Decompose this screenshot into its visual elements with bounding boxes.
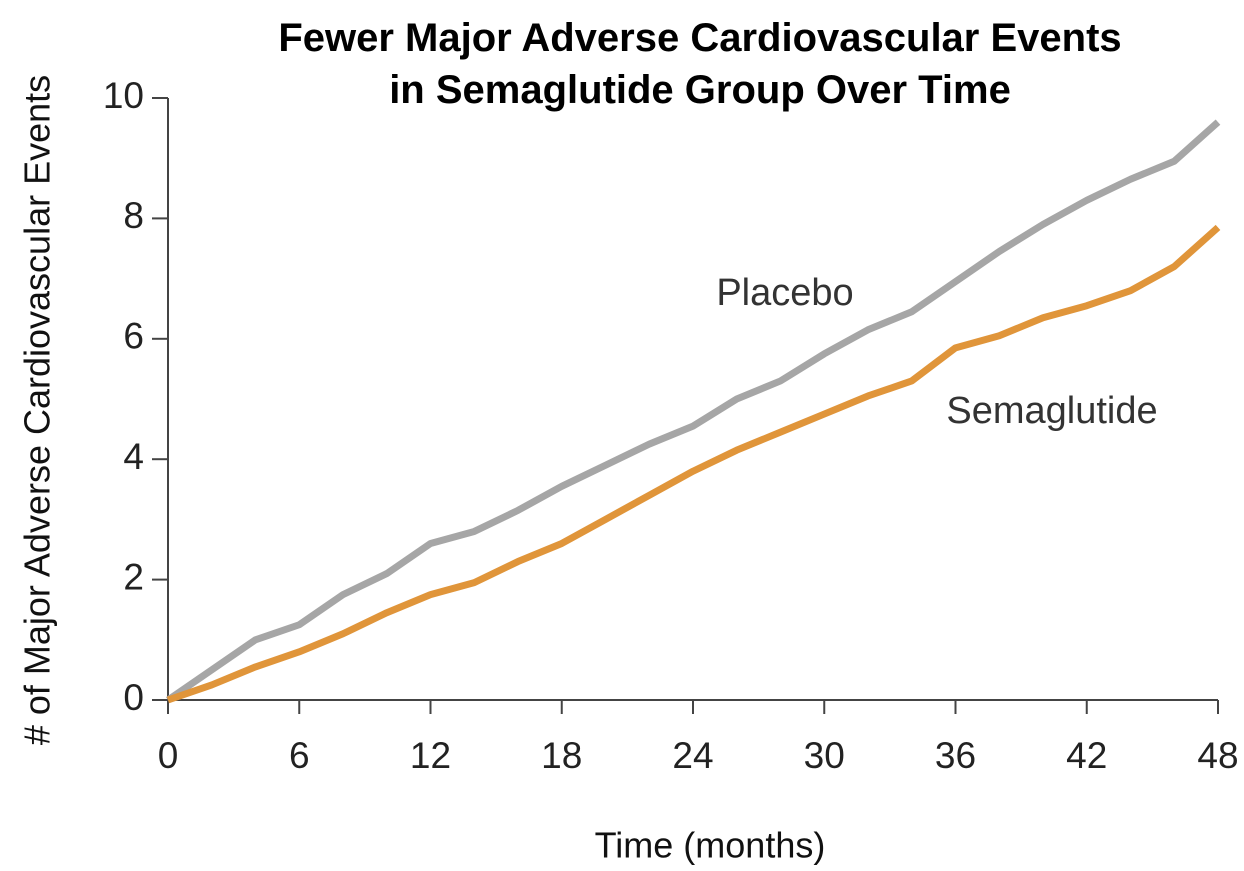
y-tick-label: 8 (123, 195, 144, 236)
x-tick-label: 6 (289, 735, 310, 776)
series-line (166, 224, 1221, 704)
x-tick-label: 24 (672, 735, 713, 776)
y-tick-label: 4 (123, 436, 144, 477)
y-tick-label: 6 (123, 316, 144, 357)
series-label: Semaglutide (946, 390, 1157, 432)
x-tick-label: 0 (158, 735, 179, 776)
x-tick-label: 30 (804, 735, 845, 776)
y-tick-label: 2 (123, 556, 144, 597)
y-tick-label: 10 (103, 75, 144, 116)
x-tick-label: 48 (1197, 735, 1238, 776)
series-line (166, 119, 1221, 703)
y-tick-label: 0 (123, 677, 144, 718)
chart-title: Fewer Major Adverse Cardiovascular Event… (278, 16, 1122, 112)
x-axis-title: Time (months) (595, 825, 826, 866)
series-label: Placebo (716, 272, 853, 314)
x-tick-label: 12 (410, 735, 451, 776)
x-tick-label: 42 (1066, 735, 1107, 776)
x-tick-label: 36 (935, 735, 976, 776)
x-tick-label: 18 (541, 735, 582, 776)
y-axis-title: # of Major Adverse Cardiovascular Events (17, 75, 58, 745)
